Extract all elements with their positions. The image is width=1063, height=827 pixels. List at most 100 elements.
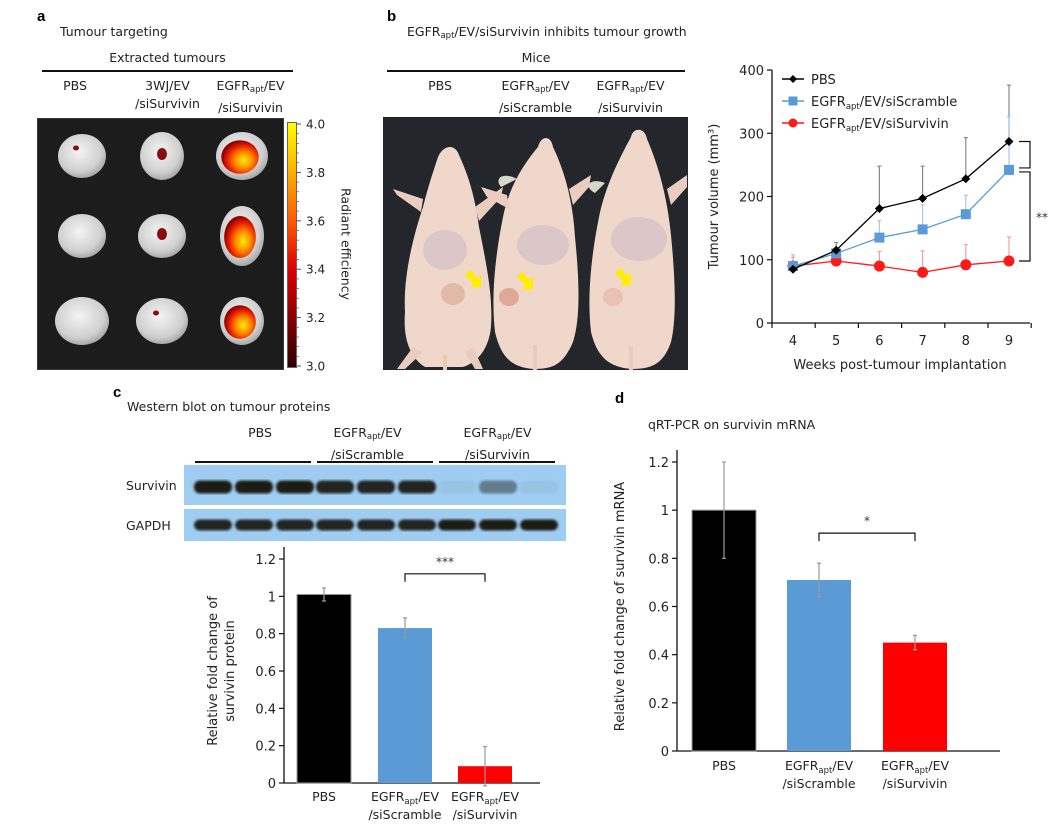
- significance-bracket: [1019, 171, 1031, 262]
- label-line2: /siSurvivin: [598, 100, 663, 115]
- colorbar-axis: 4.0 3.8 3.6 3.4 3.2 3.0: [296, 118, 325, 374]
- data-point: [1004, 136, 1014, 146]
- data-point: [917, 266, 929, 278]
- colorbar-tick-label: 4.0: [306, 118, 325, 132]
- data-point: [918, 193, 928, 203]
- significance-bracket: [1019, 140, 1031, 169]
- blot-row-label-gapdh: GAPDH: [126, 518, 171, 533]
- legend-marker: [788, 118, 798, 128]
- data-point: [960, 209, 971, 220]
- blot-band: [194, 480, 232, 494]
- y-tick-label: 0.8: [255, 628, 276, 643]
- mrna-fold-change-chart: 0 0.2 0.4 0.6 0.8 1 1.2 PBS EGFRapt/EV/siScrambl…: [613, 450, 1000, 791]
- colorbar-tick-label: 3.0: [306, 360, 325, 374]
- legend-label: EGFRapt/EV/siSurvivin: [811, 117, 949, 134]
- data-point: [831, 245, 841, 255]
- label-rest: /EV: [548, 78, 570, 93]
- data-point: [874, 232, 885, 243]
- x-tick-label: 4: [789, 334, 797, 349]
- label-sub: apt: [629, 85, 644, 95]
- fluorescence-signal: [157, 148, 167, 160]
- blot-band: [235, 480, 273, 494]
- data-point: [874, 204, 884, 214]
- label-line1: EGFRapt/EV: [583, 77, 678, 99]
- label-line2: /siSurvivin: [218, 100, 283, 115]
- fluorescence-signal: [224, 305, 256, 339]
- panel-b-col-label-survivin: EGFRapt/EV /siSurvivin: [583, 77, 678, 117]
- y-tick-label: 0.6: [255, 665, 276, 680]
- x-category-label: /siScramble: [368, 807, 441, 822]
- panel-c-group-pbs: PBS: [215, 424, 305, 442]
- x-tick-label: 9: [1005, 334, 1013, 349]
- panel-c-title: Western blot on tumour proteins: [127, 399, 331, 414]
- label-line2: /siSurvivin: [135, 96, 200, 111]
- y-axis-label: Relative fold change of: [206, 596, 221, 746]
- y-tick-label: 0.6: [648, 601, 669, 616]
- group-rule: [195, 461, 311, 463]
- series-line: [792, 169, 1010, 267]
- x-category-label: /siScramble: [782, 776, 855, 791]
- label-sub: apt: [249, 85, 264, 95]
- data-point: [1003, 255, 1015, 267]
- label-rest: /EV: [380, 425, 402, 440]
- label-line1: PBS: [248, 425, 272, 440]
- significance-bracket: [818, 532, 916, 542]
- panel-a-col-label-egfr: EGFRapt/EV /siSurvivin: [208, 77, 293, 117]
- y-tick-label: 1.2: [648, 456, 669, 471]
- panel-a-col-label-3wj: 3WJ/EV /siSurvivin: [125, 77, 210, 113]
- label-line1: EGFRapt/EV: [315, 424, 420, 446]
- colorbar: [287, 122, 297, 368]
- arrow-icon: [517, 272, 533, 290]
- colorbar-tick-label: 3.8: [306, 166, 325, 180]
- data-point: [917, 224, 928, 235]
- y-tick-label: 300: [739, 127, 764, 142]
- panel-a-letter: a: [37, 8, 46, 25]
- series-line: [792, 140, 1010, 270]
- label-line1: PBS: [63, 78, 87, 93]
- y-axis-label: Relative fold change of survivin mRNA: [613, 482, 628, 731]
- x-tick-label: 8: [962, 334, 970, 349]
- y-tick-label: 0.2: [648, 697, 669, 712]
- x-axis-label: Weeks post-tumour implantation: [793, 358, 1006, 373]
- data-point: [1004, 164, 1014, 175]
- tumour-arrows: [465, 268, 631, 290]
- protein-fold-change-chart: 0 0.2 0.4 0.6 0.8 1 1.2 PBS EGFRapt/EV/siScrambl…: [206, 547, 540, 822]
- mouse-survivin: [588, 129, 687, 370]
- y-tick-label: 1.2: [255, 553, 276, 568]
- significance-bracket: [404, 573, 486, 582]
- colorbar-tick-label: 3.4: [306, 263, 325, 277]
- legend-label: PBS: [811, 73, 836, 88]
- group-rule: [317, 461, 433, 463]
- panel-b-group-header: Mice: [521, 50, 551, 65]
- label-sub: apt: [496, 432, 511, 442]
- y-tick-label: 100: [739, 254, 764, 269]
- legend-marker: [788, 96, 798, 106]
- y-axis-label: survivin protein: [223, 620, 238, 722]
- x-category-label: /siSurvivin: [883, 776, 948, 791]
- tumour: [55, 297, 109, 345]
- blot-band: [276, 519, 314, 531]
- label-sub: apt: [366, 432, 381, 442]
- x-tick-label: 7: [918, 334, 926, 349]
- blot-band: [520, 480, 558, 494]
- blot-band: [438, 480, 476, 494]
- y-tick-label: 0.4: [648, 649, 669, 664]
- data-point: [960, 259, 972, 271]
- arrow-icon: [465, 270, 481, 288]
- panel-a-title: Tumour targeting: [60, 24, 168, 39]
- panel-c-group-scramble: EGFRapt/EV /siScramble: [315, 424, 420, 464]
- label-line2: /siScramble: [330, 447, 405, 462]
- series-line: [792, 260, 1010, 274]
- fluorescence-signal: [73, 145, 79, 151]
- colorbar-tick-label: 3.6: [306, 214, 325, 228]
- blot-band: [398, 519, 436, 531]
- group-rule: [439, 461, 555, 463]
- fluorescence-signal: [221, 140, 259, 174]
- significance-label: ***: [436, 555, 454, 569]
- title-rest: /EV/siSurvivin inhibits tumour growth: [454, 24, 687, 39]
- bar: [787, 580, 851, 751]
- panel-b-col-label-pbs: PBS: [410, 77, 470, 95]
- panel-a-header-rule: [42, 70, 293, 72]
- x-category-label: /siSurvivin: [453, 807, 518, 822]
- blot-band: [398, 480, 436, 494]
